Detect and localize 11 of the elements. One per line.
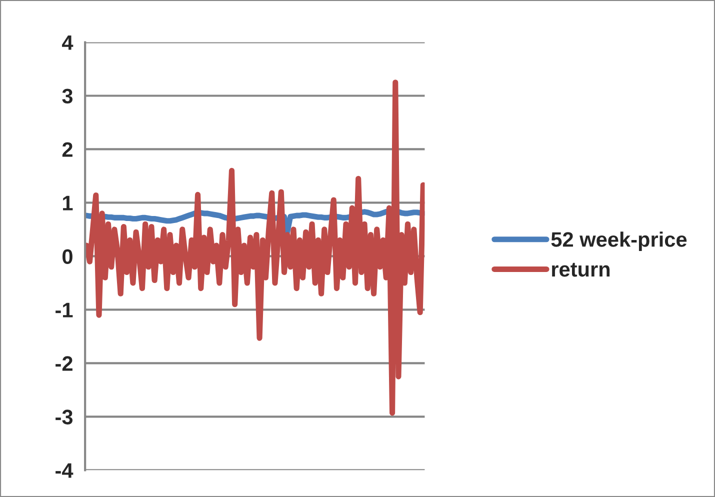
legend-label: return: [552, 262, 610, 277]
y-tick-label: -1: [56, 302, 73, 318]
y-tick-label: 0: [62, 249, 72, 264]
y-tick-label: 1: [63, 196, 73, 210]
y-tick-label: -4: [56, 463, 74, 478]
y-tick-label: 4: [62, 35, 74, 50]
y-tick-label: -3: [56, 410, 73, 424]
legend-label: 52 week-price: [551, 232, 687, 251]
y-tick-label: 2: [62, 142, 72, 157]
y-tick-label: -2: [56, 356, 72, 371]
y-tick-label: 3: [62, 88, 73, 104]
